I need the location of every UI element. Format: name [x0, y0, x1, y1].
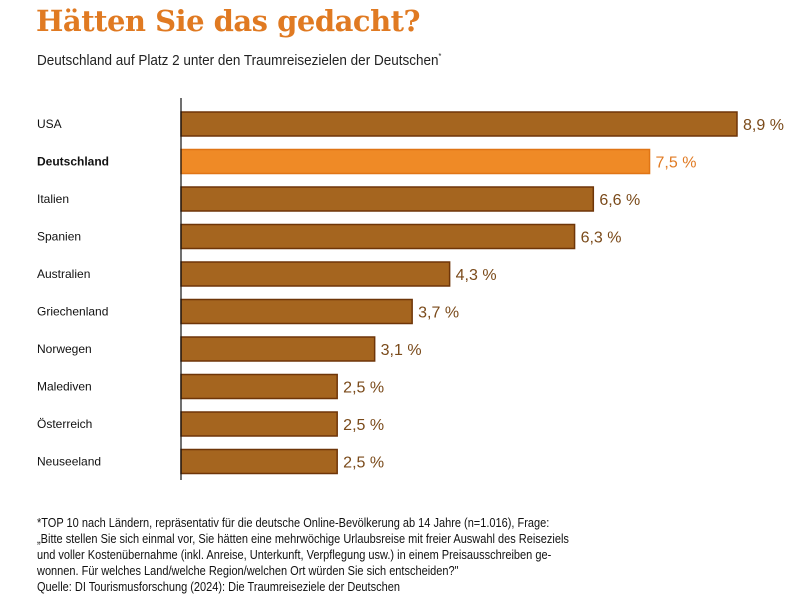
footnote-line: und voller Kostenübernahme (inkl. Anreis…	[37, 548, 552, 562]
subtitle-text: Deutschland auf Platz 2 unter den Traumr…	[37, 52, 439, 69]
chart-subtitle: Deutschland auf Platz 2 unter den Traumr…	[37, 52, 441, 69]
footnote-mark: *	[438, 52, 442, 61]
data-label: 6,6 %	[599, 192, 640, 209]
category-label: Deutschland	[37, 155, 109, 169]
category-label: Norwegen	[37, 342, 92, 356]
bar-österreich	[180, 411, 338, 437]
footnote-line: *TOP 10 nach Ländern, repräsentativ für …	[37, 516, 550, 530]
category-label: Griechenland	[37, 305, 108, 319]
data-label: 6,3 %	[581, 230, 622, 247]
bar-spanien	[180, 223, 576, 250]
category-label: Italien	[37, 192, 69, 206]
category-label: Österreich	[37, 417, 92, 431]
category-label: Neuseeland	[37, 455, 101, 469]
data-label: 2,5 %	[343, 455, 384, 472]
category-label: USA	[37, 117, 62, 131]
data-label: 3,1 %	[381, 342, 422, 359]
chart-title: Hätten Sie das gedacht?	[36, 4, 421, 38]
category-label: Spanien	[37, 230, 81, 244]
data-label: 2,5 %	[343, 380, 384, 397]
bar-usa	[180, 111, 738, 137]
data-label: 2,5 %	[343, 417, 384, 434]
data-label: 7,5 %	[656, 155, 697, 172]
bar-griechenland	[180, 298, 413, 325]
data-label: 8,9 %	[743, 117, 784, 134]
bar-norwegen	[180, 336, 376, 362]
footnote-line: „Bitte stellen Sie sich einmal vor, Sie …	[37, 532, 569, 546]
source-line: Quelle: DI Tourismusforschung (2024): Di…	[37, 580, 400, 594]
category-label: Australien	[37, 267, 90, 281]
data-label: 4,3 %	[456, 267, 497, 284]
bar-malediven	[180, 373, 338, 400]
bar-australien	[180, 261, 451, 287]
bar-deutschland	[180, 148, 651, 175]
bar-chart: USA 8,9 % Deutschland 7,5 % Italien 6,6 % Span…	[37, 98, 784, 480]
data-label: 3,7 %	[418, 305, 459, 322]
footnote: *TOP 10 nach Ländern, repräsentativ für …	[37, 515, 569, 595]
category-label: Malediven	[37, 380, 92, 394]
footnote-line: wonnen. Für welches Land/welche Region/w…	[37, 564, 459, 578]
bar-italien	[180, 186, 595, 212]
bar-neuseeland	[180, 448, 338, 475]
